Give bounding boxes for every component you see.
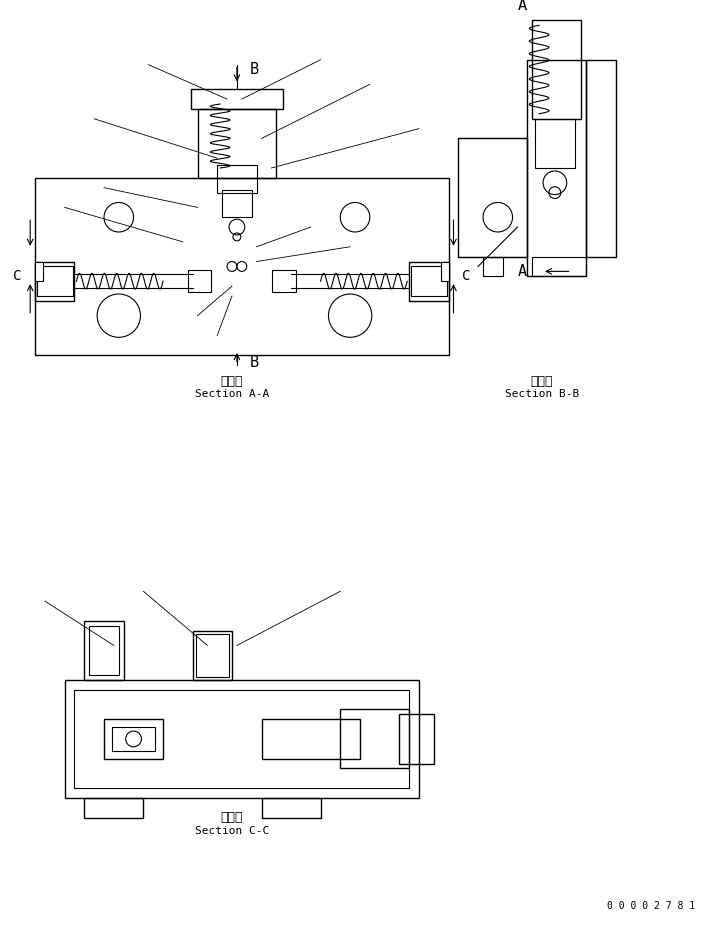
- Bar: [104, 720, 163, 758]
- Bar: [440, 261, 448, 282]
- Bar: [74, 690, 409, 788]
- Bar: [272, 270, 296, 292]
- Bar: [35, 261, 74, 301]
- Bar: [188, 270, 211, 292]
- Bar: [483, 257, 503, 276]
- Text: Section A-A: Section A-A: [195, 390, 269, 399]
- Bar: [193, 631, 232, 680]
- Bar: [190, 89, 284, 109]
- Bar: [532, 20, 581, 119]
- Bar: [458, 139, 527, 257]
- Bar: [532, 257, 586, 276]
- Bar: [37, 267, 72, 296]
- Text: C: C: [462, 269, 470, 283]
- Text: B: B: [250, 62, 259, 77]
- Text: 断　面: 断 面: [221, 375, 243, 388]
- Bar: [409, 261, 448, 301]
- Bar: [535, 119, 574, 168]
- Bar: [195, 633, 229, 677]
- Text: 断　面: 断 面: [221, 811, 243, 824]
- Bar: [261, 720, 360, 758]
- Bar: [217, 165, 256, 193]
- Bar: [198, 109, 276, 178]
- Text: Section B-B: Section B-B: [505, 390, 579, 399]
- Text: A: A: [518, 264, 527, 279]
- Bar: [84, 798, 143, 818]
- Bar: [35, 178, 448, 355]
- Text: 0 0 0 0 2 7 8 1: 0 0 0 0 2 7 8 1: [606, 901, 695, 911]
- Bar: [586, 59, 616, 257]
- Bar: [112, 727, 155, 751]
- Text: C: C: [13, 269, 21, 283]
- Bar: [400, 714, 434, 764]
- Text: Section C-C: Section C-C: [195, 825, 269, 835]
- Bar: [527, 59, 586, 276]
- Bar: [411, 267, 447, 296]
- Bar: [340, 709, 409, 769]
- Bar: [35, 261, 43, 282]
- Bar: [261, 798, 321, 818]
- Text: B: B: [250, 356, 259, 370]
- Bar: [84, 620, 124, 680]
- Bar: [90, 626, 119, 675]
- Bar: [222, 190, 252, 218]
- Text: 断　面: 断 面: [531, 375, 553, 388]
- Bar: [64, 680, 419, 798]
- Text: A: A: [518, 0, 527, 13]
